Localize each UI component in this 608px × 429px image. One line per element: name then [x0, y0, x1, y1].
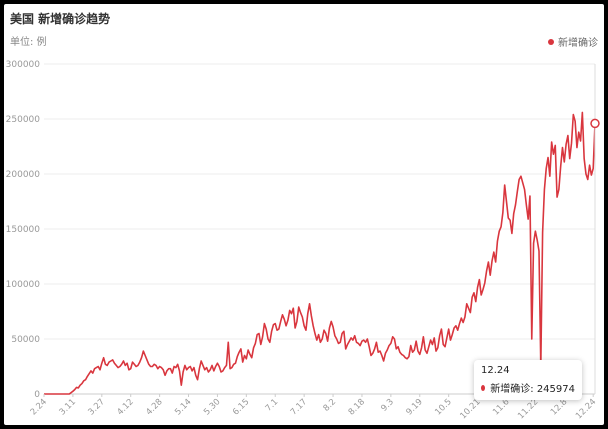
x-tick-label: 12.8: [549, 397, 569, 417]
x-tick-label: 4.28: [144, 397, 164, 417]
y-tick-label: 200000: [6, 170, 41, 180]
series-line-new-cases: [44, 111, 596, 395]
tooltip: 12.24 新增确诊: 245974: [474, 360, 582, 400]
y-tick-label: 100000: [6, 280, 41, 290]
x-tick-label: 8.2: [322, 397, 339, 414]
x-tick-label: 5.30: [202, 397, 222, 417]
x-tick-label: 10.5: [433, 397, 453, 417]
legend-dot-icon: [548, 38, 554, 45]
tooltip-dot-icon: [481, 384, 486, 391]
tooltip-date: 12.24: [481, 365, 510, 376]
x-tick-label: 2.24: [29, 397, 49, 417]
legend-label: 新增确诊: [558, 38, 598, 49]
x-tick-label: 7.17: [289, 397, 309, 417]
legend[interactable]: 新增确诊: [548, 34, 598, 49]
x-tick-label: 4.12: [115, 397, 135, 417]
x-tick-label: 5.14: [173, 397, 193, 417]
y-tick-label: 50000: [11, 335, 40, 345]
y-tick-label: 0: [34, 390, 40, 400]
x-tick-label: 11.6: [491, 397, 511, 417]
y-tick-label: 300000: [6, 60, 41, 70]
x-tick-label: 8.18: [347, 397, 367, 417]
chart-card: 美国 新增确诊趋势 单位: 例 新增确诊 0 50000 100000 150000 2…: [4, 4, 604, 425]
y-tick-label: 150000: [6, 225, 41, 235]
hover-point-marker: [590, 118, 600, 129]
x-tick-label: 11.22: [516, 397, 540, 421]
x-tick-label: 9.3: [379, 397, 396, 414]
x-tick-label: 6.15: [231, 397, 251, 417]
x-tick-label: 7.1: [264, 397, 281, 414]
chart-title: 美国 新增确诊趋势: [10, 12, 111, 26]
x-tick-label: 3.11: [58, 397, 78, 417]
x-tick-label: 3.27: [86, 397, 106, 417]
y-tick-label: 250000: [6, 115, 41, 125]
x-tick-label: 9.19: [404, 397, 424, 417]
x-tick-label: 10.21: [458, 397, 482, 421]
x-tick-label: 12.24: [574, 397, 598, 421]
tooltip-value: 新增确诊: 245974: [490, 384, 575, 395]
unit-label: 单位: 例: [10, 37, 47, 48]
line-chart[interactable]: 0 50000 100000 150000 200000 250000 300000 2.24…: [4, 4, 604, 425]
